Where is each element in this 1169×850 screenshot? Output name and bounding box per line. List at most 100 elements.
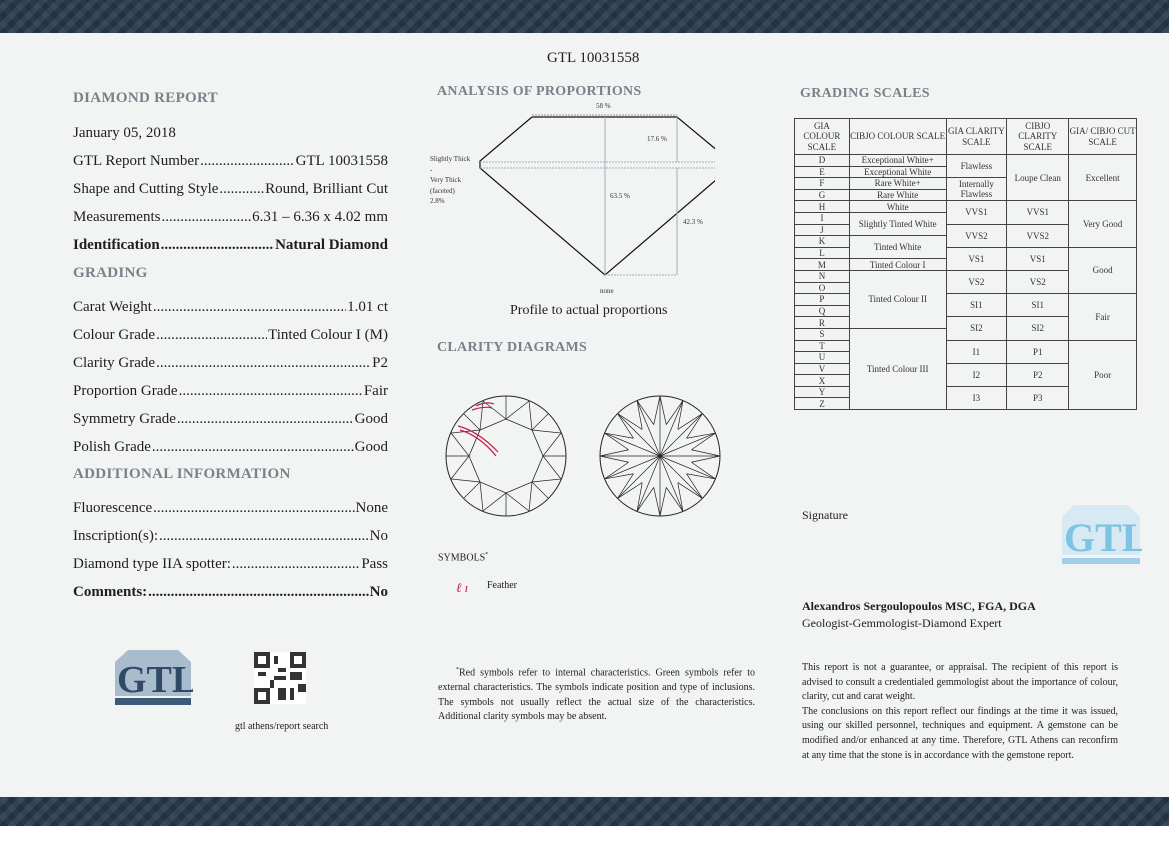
bottom-border-band <box>0 797 1169 826</box>
culet-label: none <box>600 287 614 295</box>
report-date: January 05, 2018 <box>73 125 176 141</box>
gia-colour-cell: S <box>794 327 850 341</box>
scale-row: D Exceptional White+ Flawless Loupe Clean Ex… <box>794 153 1137 202</box>
proportions-title: ANALYSIS OF PROPORTIONS <box>437 84 642 99</box>
cibjo-clarity-cell: SI1 <box>1006 293 1070 318</box>
gia-colour-cell: U <box>794 351 850 364</box>
header-cut: GIA/ CIBJO CUT SCALE <box>1068 118 1137 155</box>
gia-clarity-cell: I3 <box>945 385 1008 411</box>
cibjo-clarity-cell: VS1 <box>1006 246 1070 271</box>
scale-row: H White VVS1 VVS1 Very Good <box>794 200 1137 248</box>
diamond-report-title: DIAMOND REPORT <box>73 90 218 106</box>
qr-code[interactable] <box>254 652 306 704</box>
scale-row: N Tinted Colour II VS2 VS2 <box>794 269 1137 329</box>
scale-row: F Rare White+ Internally Flawless <box>794 177 1137 202</box>
cibjo-clarity-cell: VVS2 <box>1006 223 1070 248</box>
feather-symbol-icon: ℓ ı <box>456 580 469 595</box>
scale-row: R SI2 SI2 <box>794 316 1137 341</box>
header-gia-clarity: GIA CLARITY SCALE <box>945 118 1008 155</box>
scale-row: P SI1 SI1 Fair <box>794 293 1137 341</box>
gia-colour-cell: P <box>794 293 850 306</box>
gia-clarity-cell: SI1 <box>945 293 1008 318</box>
header-cibjo-colour: CIBJO COLOUR SCALE <box>848 118 947 155</box>
cut-grade-cell: Excellent <box>1068 153 1137 202</box>
cut-grade-cell: Poor <box>1068 339 1137 411</box>
clarity-diagram-crown <box>445 395 567 517</box>
cut-grade-cell: Fair <box>1068 293 1137 341</box>
pavilion-percent: 42.3 % <box>683 218 703 226</box>
grading-carat: Carat Weight1.01 ct <box>73 299 388 316</box>
disclaimer: This report is not a guarantee, or appra… <box>802 662 1118 761</box>
scale-row: K Tinted White <box>794 235 1137 260</box>
feather-marks <box>457 402 499 457</box>
gia-colour-cell: M <box>794 258 850 271</box>
gia-colour-cell: R <box>794 316 850 329</box>
gia-clarity-cell: Internally Flawless <box>945 177 1008 202</box>
scale-row: V I2 P2 <box>794 362 1137 387</box>
top-border-band <box>0 0 1169 33</box>
signature-label: Signature <box>802 508 848 522</box>
grading-title: GRADING <box>73 265 148 281</box>
cibjo-clarity-cell: P1 <box>1006 339 1070 364</box>
signer-name: Alexandros Sergoulopoulos MSC, FGA, DGA <box>802 599 1036 613</box>
header-cibjo-clarity: CIBJO CLARITY SCALE <box>1006 118 1070 155</box>
gia-colour-cell: J <box>794 223 850 237</box>
girdle-description: Slightly Thick - Very Thick (faceted) 2.8% <box>430 155 471 205</box>
grading-polish: Polish GradeGood <box>73 439 388 456</box>
grading-scales-title: GRADING SCALES <box>800 86 930 101</box>
profile-caption: Profile to actual proportions <box>510 303 668 318</box>
additional-info-title: ADDITIONAL INFORMATION <box>73 466 291 482</box>
scale-row: Z <box>794 397 1137 411</box>
cibjo-colour-cell: Tinted White <box>848 235 947 260</box>
gia-colour-cell: T <box>794 339 850 353</box>
gia-colour-cell: X <box>794 374 850 387</box>
clarity-diagram-pavilion <box>599 395 721 517</box>
gia-clarity-cell: VS2 <box>945 269 1008 295</box>
grading-proportion: Proportion GradeFair <box>73 383 388 400</box>
detail-shape: Shape and Cutting StyleRound, Brilliant … <box>73 181 388 198</box>
table-percent: 58 % <box>596 102 611 110</box>
info-fluorescence: FluorescenceNone <box>73 500 388 517</box>
scale-row: E Exceptional White <box>794 165 1137 179</box>
cibjo-clarity-cell: P3 <box>1006 385 1070 411</box>
scale-row: L VS1 VS1 Good <box>794 246 1137 295</box>
cibjo-colour-cell: Tinted Colour I <box>848 258 947 271</box>
info-comments: Comments:No <box>73 584 388 601</box>
cibjo-clarity-cell: Loupe Clean <box>1006 153 1070 202</box>
signer-title: Geologist-Gemmologist-Diamond Expert <box>802 616 1002 630</box>
scale-row: Y I3 P3 <box>794 385 1137 411</box>
cibjo-clarity-cell: P2 <box>1006 362 1070 387</box>
clarity-diagrams-title: CLARITY DIAGRAMS <box>437 340 588 355</box>
grading-scales-table: GIA COLOUR SCALE CIBJO COLOUR SCALE GIA … <box>794 118 1137 411</box>
detail-measurements: Measurements6.31 – 6.36 x 4.02 mm <box>73 209 388 226</box>
scale-row: T I1 P1 Poor <box>794 339 1137 411</box>
info-inscription: Inscription(s):No <box>73 528 388 545</box>
gia-colour-cell: K <box>794 235 850 248</box>
scale-row: S Tinted Colour III <box>794 327 1137 411</box>
gia-clarity-cell: I2 <box>945 362 1008 387</box>
gia-colour-cell: G <box>794 188 850 202</box>
report-number-header: GTL 10031558 <box>547 50 640 66</box>
cibjo-clarity-cell: VS2 <box>1006 269 1070 295</box>
cut-grade-cell: Very Good <box>1068 200 1137 248</box>
gia-colour-cell: I <box>794 211 850 225</box>
header-gia-colour: GIA COLOUR SCALE <box>794 118 850 155</box>
gia-colour-cell: Z <box>794 397 850 411</box>
gia-colour-cell: L <box>794 246 850 260</box>
cibjo-colour-cell: Tinted Colour III <box>848 327 947 411</box>
gia-clarity-cell: VVS2 <box>945 223 1008 248</box>
gia-colour-cell: V <box>794 362 850 376</box>
proportion-diagram <box>479 114 715 276</box>
gia-colour-cell: O <box>794 281 850 295</box>
cibjo-clarity-cell: SI2 <box>1006 316 1070 341</box>
gia-colour-cell: Q <box>794 304 850 318</box>
qr-caption: gtl athens/report search <box>235 721 329 732</box>
scale-row: J VVS2 VVS2 <box>794 223 1137 248</box>
gtl-stamp-logo: GTL <box>1062 505 1142 564</box>
symbol-feather-label: Feather <box>487 580 517 591</box>
crown-percent: 17.6 % <box>647 135 667 143</box>
gia-clarity-cell: VS1 <box>945 246 1008 271</box>
cibjo-clarity-cell: VVS1 <box>1006 200 1070 225</box>
gia-clarity-cell: I1 <box>945 339 1008 364</box>
gia-clarity-cell: SI2 <box>945 316 1008 341</box>
